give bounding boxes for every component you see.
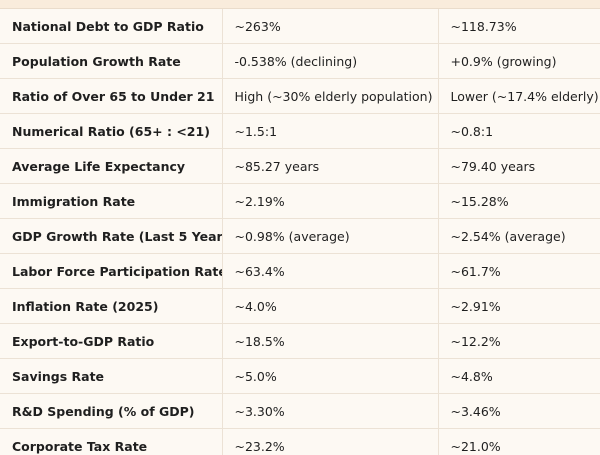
row-label: Numerical Ratio (65+ : <21) bbox=[0, 113, 223, 149]
table-cell: ~2.54% (average) bbox=[438, 218, 600, 254]
table-row: Immigration Rate ~2.19% ~15.28% bbox=[0, 183, 600, 219]
table-cell: ~263% bbox=[222, 9, 439, 44]
table-cell: +0.9% (growing) bbox=[438, 43, 600, 79]
row-label: Population Growth Rate bbox=[0, 43, 223, 79]
row-label: Export-to-GDP Ratio bbox=[0, 323, 223, 359]
table-cell: ~18.5% bbox=[222, 323, 439, 359]
table-row: Population Growth Rate -0.538% (declining… bbox=[0, 43, 600, 79]
table-cell: -0.538% (declining) bbox=[222, 43, 439, 79]
table-cell: ~118.73% bbox=[438, 9, 600, 44]
row-label: R&D Spending (% of GDP) bbox=[0, 393, 223, 429]
row-label: Inflation Rate (2025) bbox=[0, 288, 223, 324]
table-body: National Debt to GDP Ratio ~263% ~118.73% P… bbox=[0, 9, 600, 455]
row-label: Corporate Tax Rate bbox=[0, 428, 223, 455]
table-row: Inflation Rate (2025) ~4.0% ~2.91% bbox=[0, 288, 600, 324]
table-cell: ~5.0% bbox=[222, 358, 439, 394]
table-cell: ~4.0% bbox=[222, 288, 439, 324]
table-cell: ~0.8:1 bbox=[438, 113, 600, 149]
table-cell: ~3.46% bbox=[438, 393, 600, 429]
table-cell: ~15.28% bbox=[438, 183, 600, 219]
table-cell: ~2.19% bbox=[222, 183, 439, 219]
table-row: GDP Growth Rate (Last 5 Years) ~0.98% (av… bbox=[0, 218, 600, 254]
table-cell: ~23.2% bbox=[222, 428, 439, 455]
row-label: Ratio of Over 65 to Under 21 bbox=[0, 78, 223, 114]
table-row: Average Life Expectancy ~85.27 years ~79.4… bbox=[0, 148, 600, 184]
table-row: Labor Force Participation Rate ~63.4% ~61.… bbox=[0, 253, 600, 289]
table-row: Savings Rate ~5.0% ~4.8% bbox=[0, 358, 600, 394]
table-cell: ~3.30% bbox=[222, 393, 439, 429]
table-row: R&D Spending (% of GDP) ~3.30% ~3.46% bbox=[0, 393, 600, 429]
table-cell: ~12.2% bbox=[438, 323, 600, 359]
header-band bbox=[0, 0, 600, 9]
table-cell: ~85.27 years bbox=[222, 148, 439, 184]
table-row: National Debt to GDP Ratio ~263% ~118.73% bbox=[0, 9, 600, 44]
table-cell: ~2.91% bbox=[438, 288, 600, 324]
table-cell: ~63.4% bbox=[222, 253, 439, 289]
table-cell: Lower (~17.4% elderly) bbox=[438, 78, 600, 114]
table-row: Export-to-GDP Ratio ~18.5% ~12.2% bbox=[0, 323, 600, 359]
table-cell: ~79.40 years bbox=[438, 148, 600, 184]
table-cell: ~21.0% bbox=[438, 428, 600, 455]
row-label: Savings Rate bbox=[0, 358, 223, 394]
table-cell: ~61.7% bbox=[438, 253, 600, 289]
comparison-table: National Debt to GDP Ratio ~263% ~118.73% P… bbox=[0, 9, 600, 455]
row-label: GDP Growth Rate (Last 5 Years) bbox=[0, 218, 223, 254]
table-cell: ~1.5:1 bbox=[222, 113, 439, 149]
table-row: Ratio of Over 65 to Under 21 High (~30% e… bbox=[0, 78, 600, 114]
table-row: Numerical Ratio (65+ : <21) ~1.5:1 ~0.8:1 bbox=[0, 113, 600, 149]
row-label: National Debt to GDP Ratio bbox=[0, 9, 223, 44]
table-cell: ~4.8% bbox=[438, 358, 600, 394]
row-label: Average Life Expectancy bbox=[0, 148, 223, 184]
row-label: Labor Force Participation Rate bbox=[0, 253, 223, 289]
table-cell: High (~30% elderly population) bbox=[222, 78, 439, 114]
table-cell: ~0.98% (average) bbox=[222, 218, 439, 254]
row-label: Immigration Rate bbox=[0, 183, 223, 219]
table-row: Corporate Tax Rate ~23.2% ~21.0% bbox=[0, 428, 600, 455]
